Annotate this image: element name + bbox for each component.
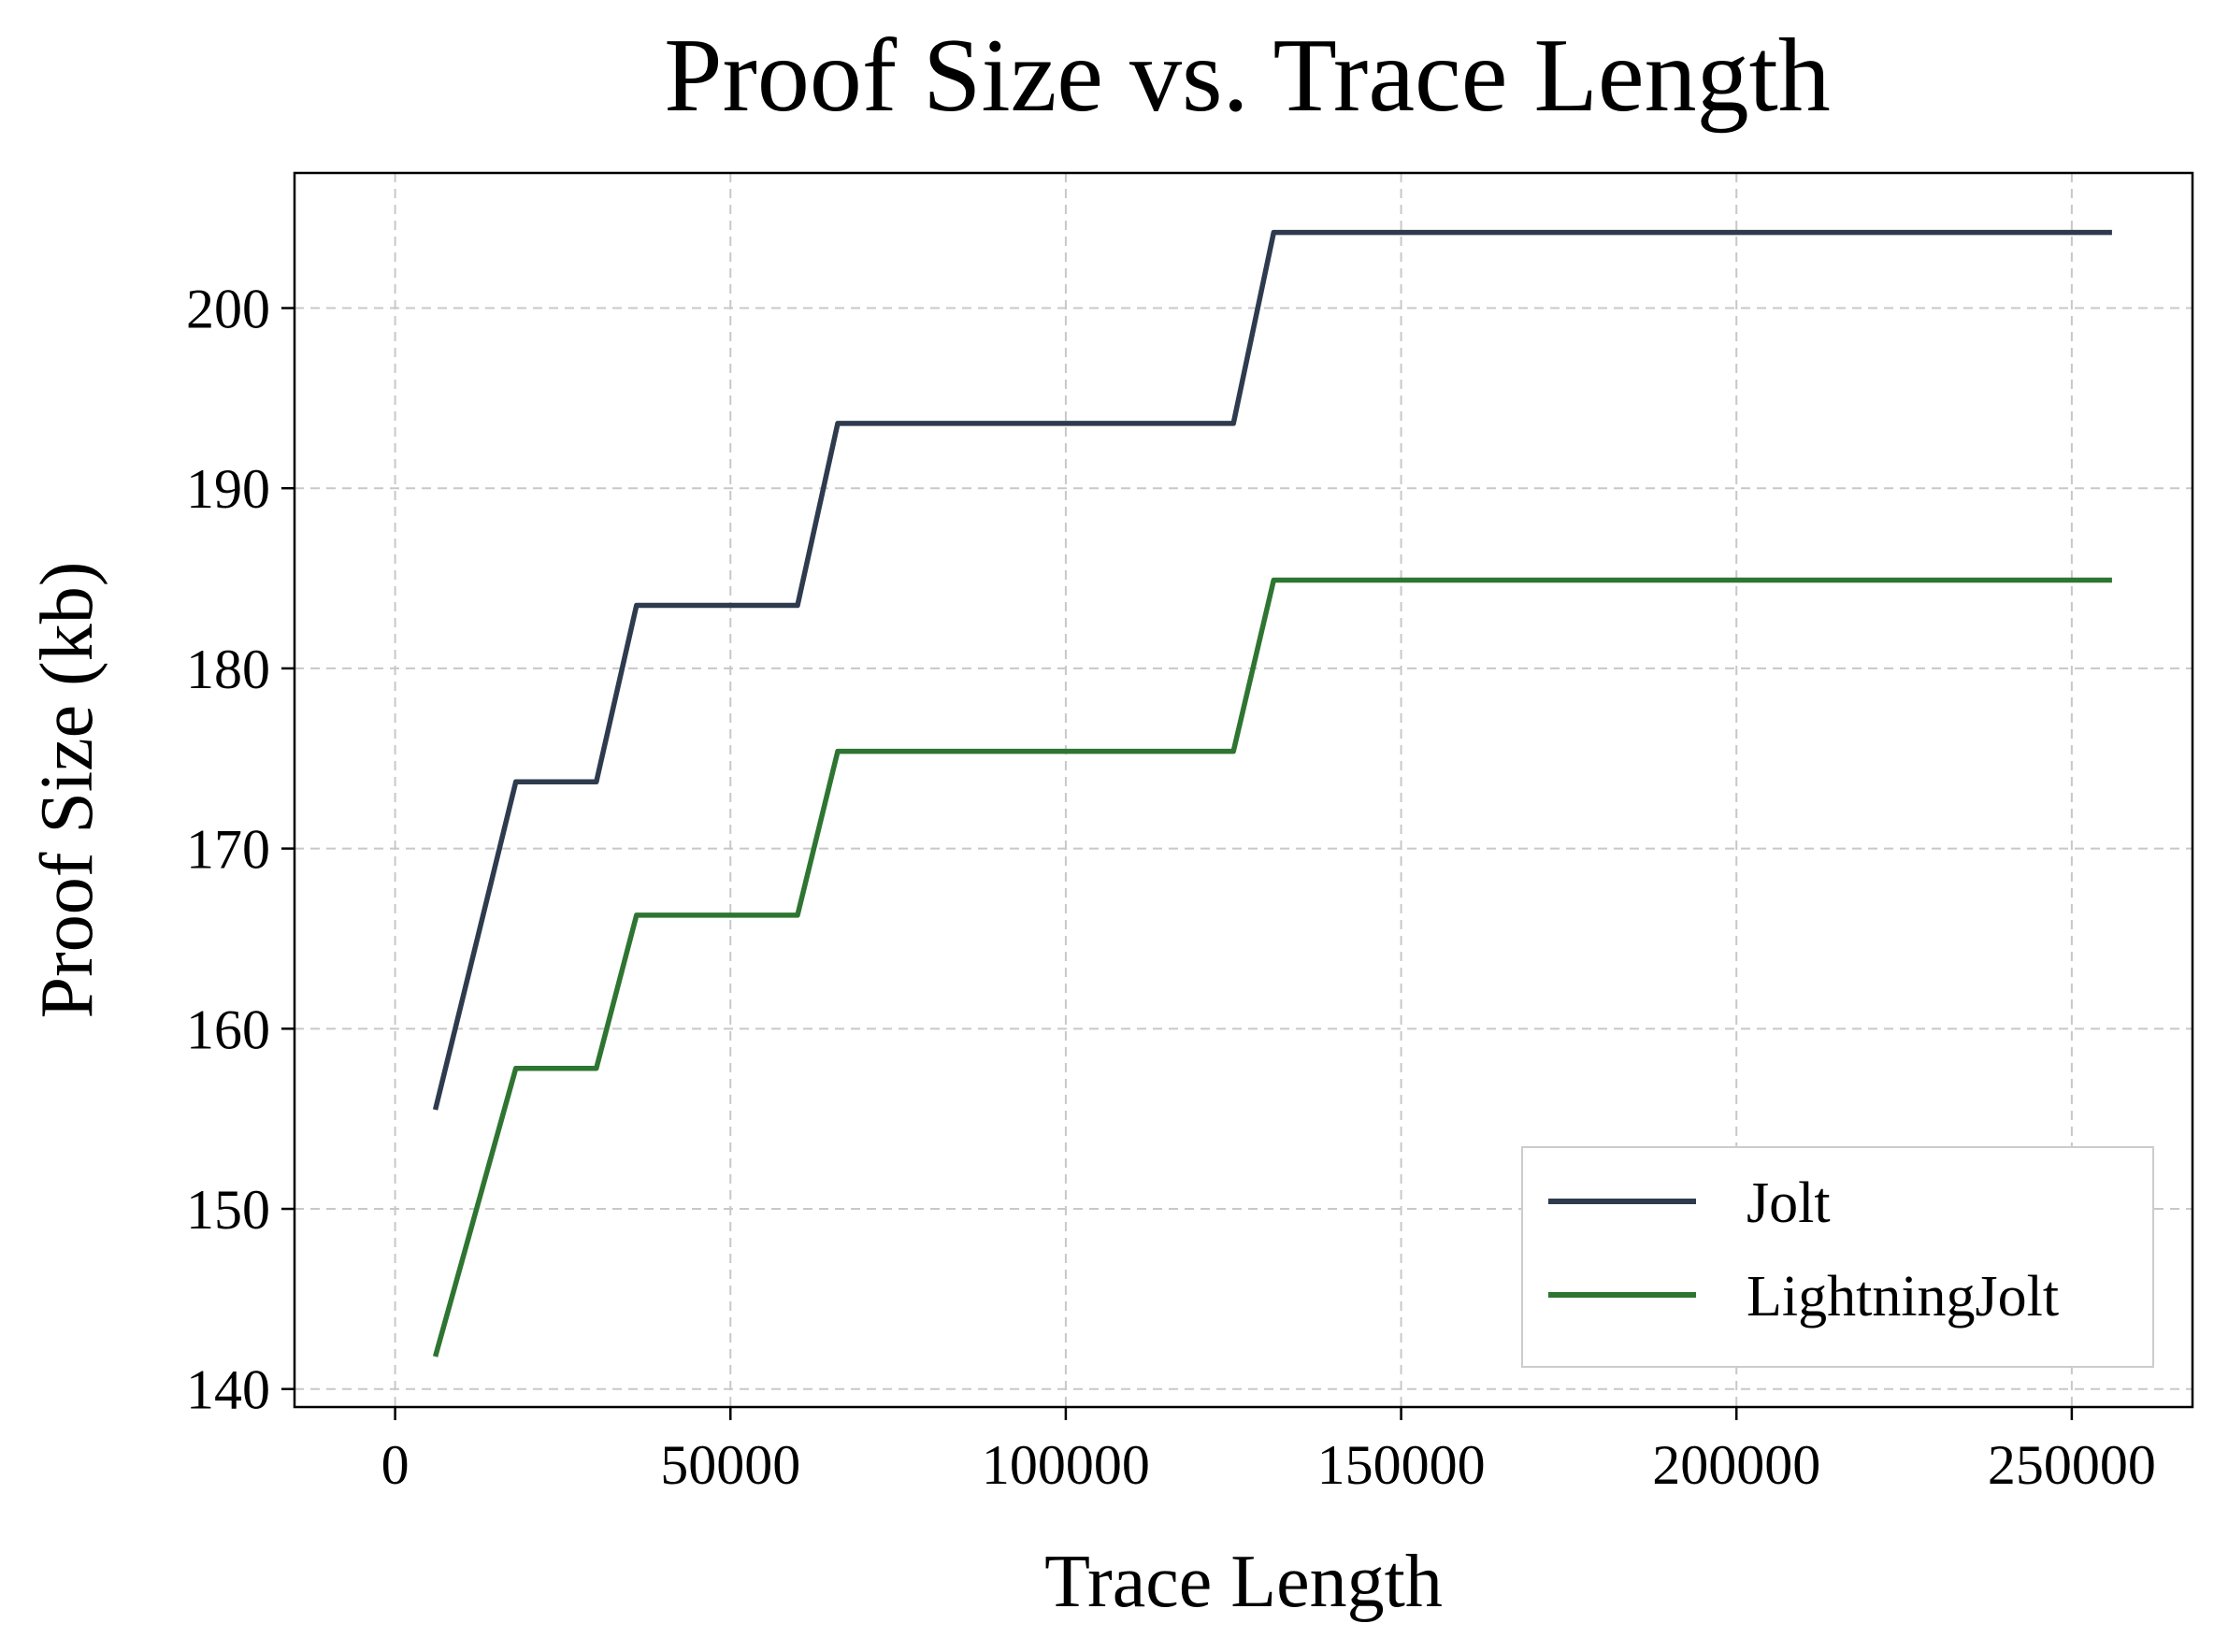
legend-label: LightningJolt xyxy=(1747,1265,2059,1329)
legend-label: Jolt xyxy=(1747,1171,1831,1235)
x-tick-label: 150000 xyxy=(1317,1434,1486,1496)
y-tick-label: 180 xyxy=(186,639,270,700)
y-tick-label: 190 xyxy=(186,458,270,520)
y-tick-label: 140 xyxy=(186,1359,270,1421)
ticks: 0 50000 100000 150000 200000 250000 140 150 160 1… xyxy=(186,279,2156,1496)
y-tick-label: 150 xyxy=(186,1179,270,1241)
y-axis-label: Proof Size (kb) xyxy=(26,562,108,1019)
series-line-lightningjolt xyxy=(432,577,2112,1358)
series-line-jolt xyxy=(432,229,2112,1111)
plot-frame xyxy=(293,171,2194,1409)
chart-title: Proof Size vs. Trace Length xyxy=(664,18,1830,134)
y-tick-label: 160 xyxy=(186,998,270,1060)
x-tick-label: 200000 xyxy=(1652,1434,1820,1496)
x-tick-label: 50000 xyxy=(660,1434,800,1496)
series-layer xyxy=(432,229,2112,1358)
y-tick-label: 170 xyxy=(186,819,270,881)
x-tick-label: 250000 xyxy=(1988,1434,2156,1496)
legend: Jolt LightningJolt xyxy=(1521,1146,2154,1368)
x-tick-label: 100000 xyxy=(982,1434,1150,1496)
legend-box xyxy=(1521,1146,2154,1368)
y-tick-label: 200 xyxy=(186,279,270,340)
x-axis-label: Trace Length xyxy=(1044,1541,1443,1623)
x-tick-label: 0 xyxy=(381,1434,410,1496)
